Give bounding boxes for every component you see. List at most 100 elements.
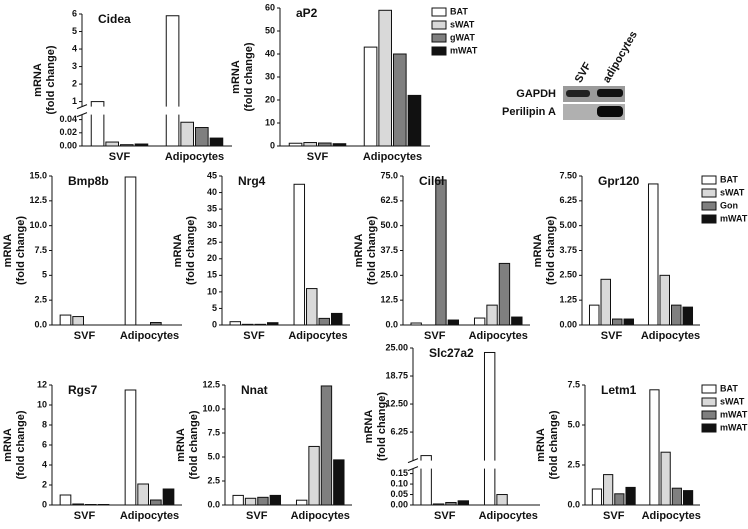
y-tick-label: 5.00 [559, 220, 577, 230]
bar [124, 389, 137, 506]
axis-break-mark [407, 466, 419, 472]
bar [232, 494, 244, 506]
x-tick-label: Adipocytes [165, 151, 224, 163]
y-tick-label: 6 [42, 439, 47, 449]
panel: 0.0 2.5 5.0 7.5 SVF Adipocytes Letm1 mRNA (fold … [535, 379, 748, 522]
blot-band [597, 89, 623, 97]
bar [257, 496, 269, 506]
y-tick-label: 12 [37, 379, 47, 389]
y-axis-label: (fold change) [45, 45, 57, 114]
panel: 0 10 20 30 40 50 60 SVF Adipocytes aP2 mRNA (fold c… [230, 2, 478, 163]
legend-swatch [431, 33, 447, 43]
legend-label: sWAT [450, 19, 475, 29]
y-tick-label: 45 [207, 170, 217, 180]
blot-band [566, 90, 590, 97]
bar [496, 494, 508, 506]
legend-swatch [701, 384, 717, 394]
y-tick-label: 4 [42, 459, 47, 469]
bar [614, 493, 625, 506]
y-tick-label: 18.75 [385, 370, 408, 380]
y-axis-label: (fold change) [366, 216, 378, 285]
bar [625, 486, 636, 506]
x-tick-label: SVF [74, 330, 96, 342]
bar [623, 318, 635, 326]
y-tick-label: 25.00 [385, 342, 408, 352]
legend-label: sWAT [720, 187, 745, 197]
bar [407, 94, 422, 147]
y-tick-label: 0.00 [390, 499, 408, 509]
bar [682, 306, 694, 326]
y-tick-label: 4 [72, 43, 77, 53]
panel: 0.000.050.100.15 6.25 12.50 18.75 25.00 SVF Ad… [363, 342, 540, 522]
y-tick-label: 25.0 [380, 270, 398, 280]
bar [318, 317, 330, 326]
bar [120, 144, 134, 147]
bar [671, 304, 682, 326]
blot-column-label: SVF [573, 60, 594, 85]
bar [318, 142, 332, 147]
y-axis-label: (fold change) [548, 410, 560, 479]
bar [603, 474, 614, 506]
chart-title: Rgs7 [68, 383, 98, 397]
y-tick-label: 6 [72, 8, 77, 18]
y-tick-label: 12.5 [202, 379, 220, 389]
y-axis-label: mRNA [172, 234, 184, 268]
chart-title: Cil6l [419, 174, 444, 188]
y-tick-label: 5.0 [567, 419, 580, 429]
y-tick-label: 20 [265, 94, 275, 104]
x-tick-label: SVF [109, 151, 131, 163]
x-tick-label: Adipocytes [469, 330, 528, 342]
bar [105, 141, 119, 147]
chart-title: Nnat [241, 383, 268, 397]
y-tick-label: 50 [265, 25, 275, 35]
y-tick-label: 7.5 [567, 379, 580, 389]
x-tick-label: Adipocytes [363, 151, 422, 163]
bar [134, 143, 149, 147]
legend-swatch [701, 397, 717, 407]
panel: 0 5 10 15 20 25 30 35 40 45 SVF Adipocytes Nrg4 mRNA(… [172, 170, 350, 342]
y-tick-label: 0.0 [385, 319, 398, 329]
y-tick-label: 6.25 [559, 195, 577, 205]
bar [378, 9, 392, 147]
bar [511, 316, 523, 326]
legend-label: mWAT [720, 213, 748, 223]
bar [647, 183, 659, 326]
y-tick-label: 0.0 [567, 499, 580, 509]
bar [180, 121, 194, 147]
bar [363, 46, 378, 147]
bar [420, 455, 432, 506]
x-tick-label: Adipocytes [641, 330, 700, 342]
x-tick-label: SVF [246, 510, 268, 522]
chart-title: Letm1 [601, 383, 637, 397]
bar [303, 142, 317, 147]
y-tick-label: 30 [265, 71, 275, 81]
blot-row-label: Perilipin A [502, 106, 556, 118]
y-axis-label: (fold change) [185, 216, 197, 285]
bar [659, 274, 670, 326]
bar [295, 499, 308, 506]
axis-break-mark [407, 458, 419, 464]
bar [671, 487, 682, 506]
y-tick-label: 20 [207, 253, 217, 263]
bar [59, 494, 72, 506]
y-tick-label: 0 [270, 140, 275, 150]
y-axis-label: (fold change) [545, 216, 557, 285]
bar [486, 304, 498, 326]
y-tick-label: 3.75 [559, 245, 577, 255]
x-tick-label: SVF [307, 151, 329, 163]
bar [445, 501, 457, 506]
y-tick-label: 8 [42, 419, 47, 429]
axis-break-mark [76, 112, 88, 118]
y-axis-label: mRNA [2, 428, 14, 462]
chart-title: Slc27a2 [429, 346, 474, 360]
y-tick-label: 2.5 [34, 295, 47, 305]
y-axis-label: (fold change) [15, 216, 27, 285]
bar [457, 500, 470, 506]
y-axis-label: (fold change) [188, 410, 200, 479]
x-tick-label: SVF [434, 510, 456, 522]
y-tick-label: 0.10 [390, 478, 408, 488]
chart-title: Gpr120 [598, 174, 640, 188]
bar [244, 497, 257, 506]
y-axis-label: mRNA [532, 234, 544, 268]
panel: 0 2 4 6 8 10 12 SVF Adipocytes Rgs7 mRNA (fold chan… [2, 379, 182, 522]
